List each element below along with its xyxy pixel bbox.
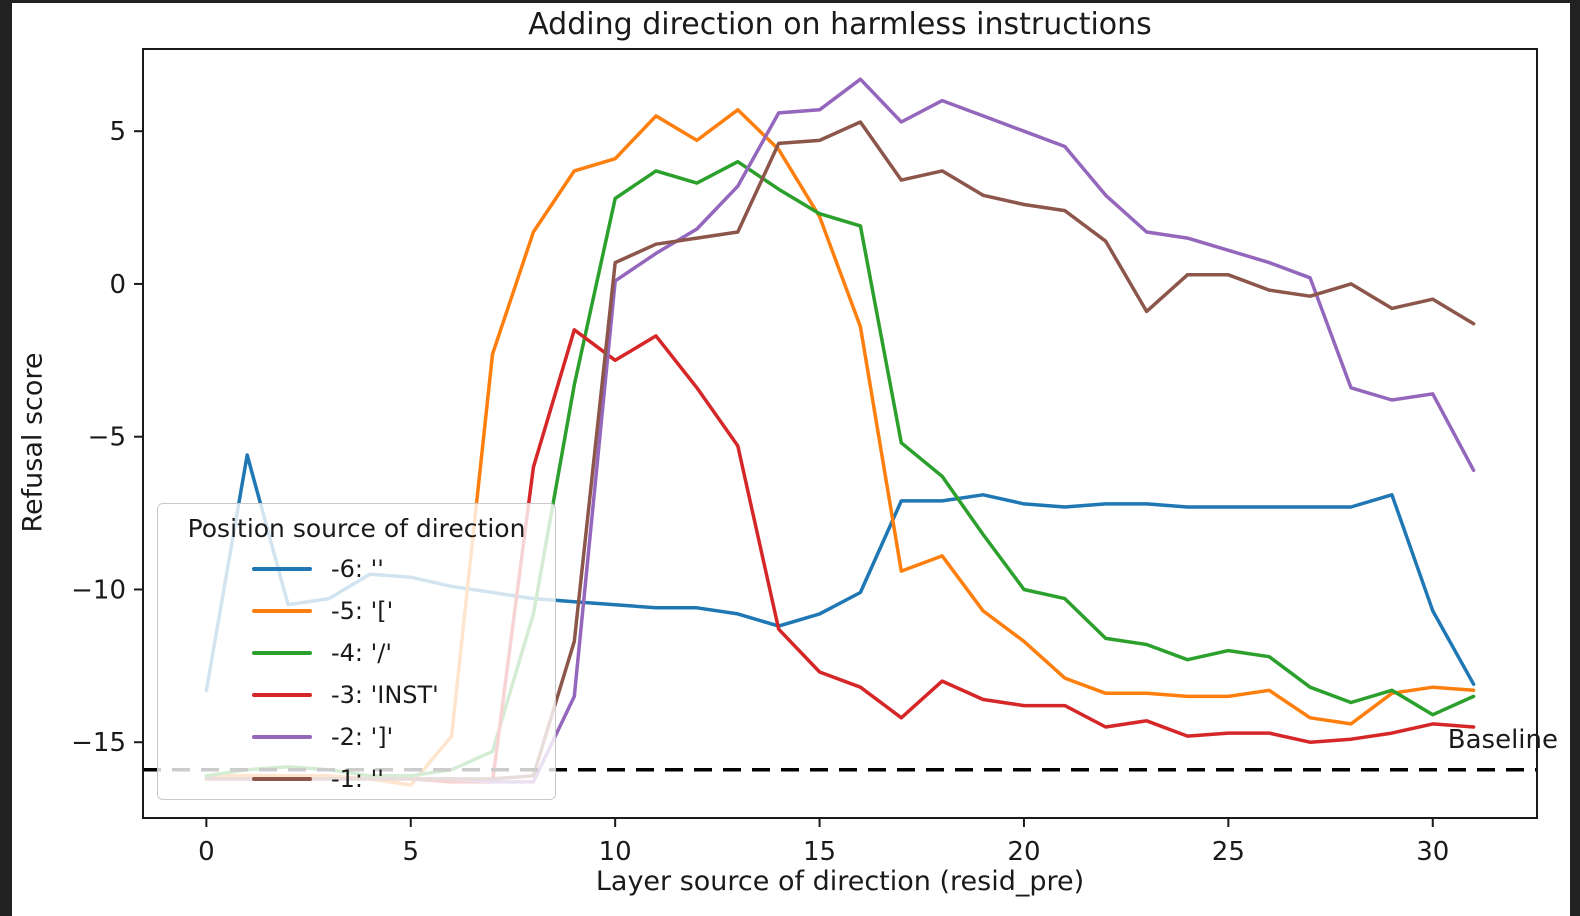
x-tick-label: 15 <box>803 837 836 867</box>
legend-swatch <box>252 567 312 571</box>
legend-entry: -6: '' <box>158 548 555 590</box>
x-tick-label: 10 <box>599 837 632 867</box>
legend-entry: -5: '[' <box>158 590 555 632</box>
window-edge-top <box>0 0 1580 3</box>
legend-entry: -2: ']' <box>158 716 555 758</box>
y-tick-label: −5 <box>88 423 126 453</box>
window-edge-right <box>1570 0 1580 916</box>
chart-title: Adding direction on harmless instruction… <box>528 7 1152 42</box>
legend-swatch <box>252 693 312 697</box>
legend-entry-label: -5: '[' <box>331 597 394 625</box>
x-tick-label: 5 <box>402 837 419 867</box>
legend-entry-label: -2: ']' <box>331 723 394 751</box>
axes-frame <box>142 48 1538 819</box>
legend-swatch <box>252 777 312 781</box>
y-tick-label: −15 <box>71 728 126 758</box>
legend-entry: -1: '' <box>158 758 555 800</box>
y-tick-label: −10 <box>71 575 126 605</box>
legend-entry-label: -6: '' <box>331 555 384 583</box>
legend-title: Position source of direction <box>187 514 526 543</box>
y-tick-label: 5 <box>109 117 126 147</box>
legend-entry: -3: 'INST' <box>158 674 555 716</box>
legend-entry-label: -4: '/' <box>331 639 392 667</box>
x-axis-label: Layer source of direction (resid_pre) <box>595 866 1085 897</box>
window-edge-left <box>0 0 12 916</box>
legend-swatch <box>252 735 312 739</box>
legend-entry-label: -3: 'INST' <box>331 681 439 709</box>
baseline-label: Baseline <box>1447 725 1558 755</box>
x-tick-label: 30 <box>1416 837 1449 867</box>
x-tick-label: 20 <box>1007 837 1040 867</box>
y-tick-label: 0 <box>109 270 126 300</box>
legend-entry: -4: '/' <box>158 632 555 674</box>
legend-swatch <box>252 651 312 655</box>
legend-entry-label: -1: '' <box>331 765 384 793</box>
y-axis-label: Refusal score <box>17 352 49 533</box>
x-tick-label: 0 <box>198 837 215 867</box>
x-tick-label: 25 <box>1212 837 1245 867</box>
legend: Position source of direction -6: '' -5: '… <box>157 503 556 800</box>
legend-swatch <box>252 609 312 613</box>
